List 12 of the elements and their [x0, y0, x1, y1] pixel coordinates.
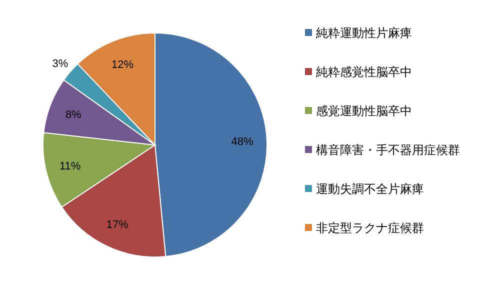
- data-label: 17%: [106, 218, 129, 231]
- legend-label: 純粋感覚性脳卒中: [316, 65, 412, 79]
- data-label: 11%: [60, 160, 81, 173]
- data-label: 8%: [65, 108, 82, 121]
- legend-label: 純粋運動性片麻痺: [316, 26, 412, 40]
- legend-label: 運動失調不全片麻痺: [316, 182, 424, 196]
- data-label: 12%: [112, 58, 134, 71]
- data-label: 3%: [52, 58, 68, 70]
- legend-label: 構音障害・手不器用症候群: [316, 143, 460, 157]
- data-label: 48%: [231, 136, 254, 148]
- legend-label: 感覚運動性脳卒中: [316, 104, 412, 118]
- legend-label: 非定型ラクナ症候群: [316, 221, 424, 235]
